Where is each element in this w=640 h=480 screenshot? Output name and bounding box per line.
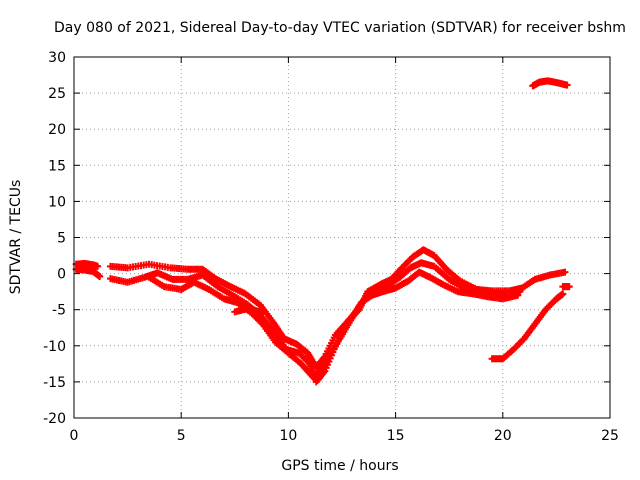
satellite-track-3 <box>106 246 569 371</box>
data-point-marker <box>94 262 102 270</box>
data-point-marker <box>563 81 571 89</box>
data-point-marker <box>96 272 104 280</box>
y-tick-label: 25 <box>48 86 66 102</box>
y-tick-label: 0 <box>57 267 66 283</box>
y-tick-label: -15 <box>43 375 66 391</box>
data-point-marker <box>565 283 573 291</box>
y-axis-label: SDTVAR / TECUs <box>8 180 24 295</box>
data-points <box>72 77 573 386</box>
data-point-marker <box>559 290 567 298</box>
y-tick-label: 10 <box>48 194 66 210</box>
data-point-marker <box>561 268 569 276</box>
y-tick-label: 30 <box>48 50 66 66</box>
satellite-track-6 <box>231 304 267 317</box>
grid-lines <box>74 57 610 418</box>
axis-ticks: 0 5 10 15 20 25 -20 -15 -10 -5 0 5 10 15 20 25 30 <box>43 50 619 444</box>
y-tick-label: -5 <box>52 303 66 319</box>
y-tick-label: 20 <box>48 122 66 138</box>
data-point-marker <box>259 309 267 317</box>
y-tick-label: -20 <box>43 411 66 427</box>
satellite-track-7 <box>488 290 567 363</box>
x-tick-label: 0 <box>70 428 79 444</box>
chart-title: Day 080 of 2021, Sidereal Day-to-day VTE… <box>54 20 626 36</box>
satellite-track-8 <box>559 283 573 291</box>
y-tick-label: -10 <box>43 339 66 355</box>
satellite-track-9 <box>529 77 571 90</box>
satellite-track-2 <box>72 265 104 280</box>
x-tick-label: 20 <box>494 428 512 444</box>
satellite-track-5 <box>145 268 522 382</box>
x-tick-label: 5 <box>177 428 186 444</box>
data-point-marker <box>516 288 524 296</box>
y-tick-label: 5 <box>57 231 66 247</box>
x-axis-label: GPS time / hours <box>281 458 398 474</box>
y-tick-label: 15 <box>48 158 66 174</box>
x-tick-label: 10 <box>279 428 297 444</box>
plot-frame <box>73 56 611 419</box>
x-tick-label: 25 <box>601 428 619 444</box>
data-point-marker <box>514 291 522 299</box>
x-tick-label: 15 <box>387 428 405 444</box>
